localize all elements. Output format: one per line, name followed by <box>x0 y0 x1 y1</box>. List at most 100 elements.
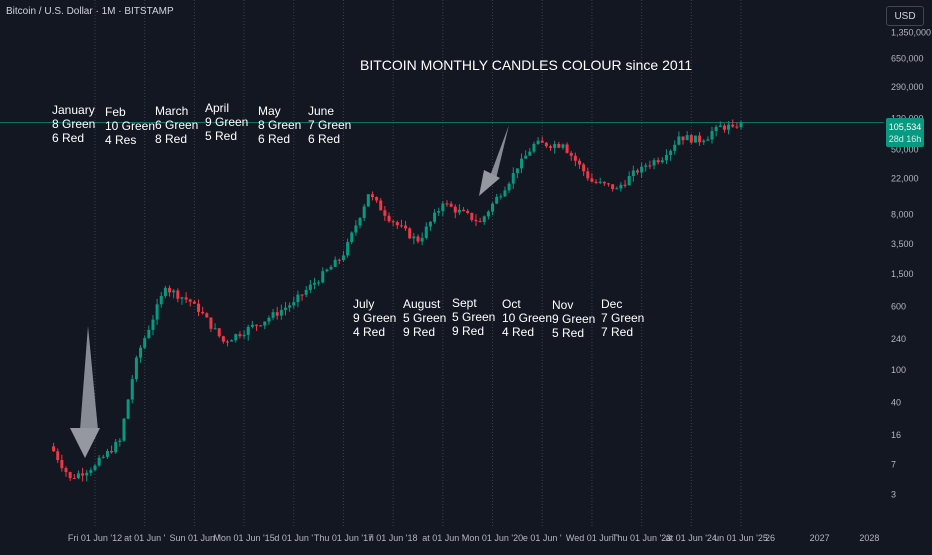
candle-body <box>433 212 437 222</box>
candle-body <box>76 473 80 479</box>
candle-body <box>606 183 610 185</box>
candle-body <box>321 271 325 283</box>
candle-body <box>370 194 374 198</box>
candle-body <box>197 303 201 312</box>
time-tick-label: Thu 01 Jun '23 <box>612 533 671 543</box>
candle-body <box>134 357 138 380</box>
time-tick-label: Fri 01 Jun '12 <box>68 533 122 543</box>
arrow-shaft-right <box>490 125 509 179</box>
candle-body <box>259 325 263 327</box>
candle-body <box>424 226 428 238</box>
candle-body <box>122 418 126 441</box>
candle-body <box>118 440 122 442</box>
candle-body <box>590 178 594 182</box>
current-price-badge: 105,534 28d 16h <box>886 118 924 147</box>
price-tick-label: 40 <box>891 398 901 408</box>
annotation-red: 4 Red <box>353 325 386 339</box>
annotation-feb: Feb 10 Green 4 Res <box>105 105 165 147</box>
candle-body <box>561 144 565 148</box>
candle-body <box>445 203 449 205</box>
candle-body <box>143 338 147 348</box>
arrow-head-left <box>70 428 100 458</box>
candle-body <box>457 209 461 213</box>
candle-body <box>234 334 238 341</box>
candle-body <box>308 284 312 290</box>
candle-body <box>656 160 660 163</box>
candle-body <box>354 225 358 233</box>
candle-body <box>201 311 205 314</box>
candle-body <box>375 197 379 201</box>
time-tick-label: 2028 <box>859 533 879 543</box>
candle-body <box>89 470 93 473</box>
candle-body <box>387 215 391 222</box>
candle-body <box>101 456 105 458</box>
current-price-label: 105,534 <box>888 122 922 132</box>
currency-button[interactable]: USD <box>886 6 924 26</box>
candle-body <box>226 341 230 343</box>
annotation-month: August <box>403 297 441 311</box>
candle-body <box>499 196 503 198</box>
annotation-april: April 9 Green 5 Red <box>205 101 265 143</box>
price-axis: 1,350,000650,000290,000120,00050,00022,0… <box>891 28 931 500</box>
grid-layer <box>94 0 742 526</box>
candle-body <box>735 126 739 128</box>
candles-layer <box>52 119 743 482</box>
arrow-head-right <box>479 170 500 196</box>
symbol-header[interactable]: Bitcoin / U.S. Dollar · 1M · BITSTAMP <box>6 6 174 17</box>
candle-body <box>296 294 300 303</box>
price-tick-label: 600 <box>891 302 906 312</box>
candle-body <box>466 211 470 213</box>
candle-body <box>114 441 118 453</box>
price-tick-label: 1,500 <box>891 269 914 279</box>
candle-body <box>602 181 606 184</box>
candle-body <box>93 465 97 471</box>
candle-body <box>428 221 432 227</box>
candle-body <box>722 125 726 130</box>
candle-body <box>168 287 172 293</box>
price-tick-label: 7 <box>891 459 896 469</box>
candle-body <box>362 206 366 219</box>
candle-body <box>275 312 279 316</box>
candle-body <box>619 184 623 189</box>
candle-body <box>126 399 130 419</box>
candle-body <box>449 203 453 207</box>
annotation-red: 5 Red <box>552 326 585 340</box>
candle-body <box>524 155 528 159</box>
candle-body <box>408 228 412 239</box>
candle-body <box>246 326 250 335</box>
annotation-green: 6 Green <box>155 118 199 132</box>
price-tick-label: 650,000 <box>891 54 924 64</box>
price-tick-label: 1,350,000 <box>891 28 931 38</box>
annotation-month: June <box>308 104 335 118</box>
candle-body <box>578 160 581 165</box>
candle-body <box>395 222 399 226</box>
candle-body <box>147 329 151 339</box>
candle-body <box>416 236 420 242</box>
annotation-month: March <box>155 104 189 118</box>
candle-body <box>503 190 507 197</box>
annotation-nov: Nov 9 Green 5 Red <box>552 298 612 340</box>
candle-body <box>188 299 192 302</box>
arrows-layer <box>70 125 509 458</box>
candle-body <box>139 347 143 358</box>
candle-body <box>495 196 499 204</box>
annotation-green: 7 Green <box>601 311 645 325</box>
annotation-green: 5 Green <box>403 311 447 325</box>
annotation-green: 7 Green <box>308 118 352 132</box>
candle-body <box>573 155 577 161</box>
candle-body <box>635 170 639 173</box>
candle-body <box>731 124 735 127</box>
candle-body <box>507 183 511 191</box>
candle-body <box>341 255 345 261</box>
annotation-green: 10 Green <box>105 119 156 133</box>
annotation-red: 9 Red <box>403 325 436 339</box>
candle-body <box>474 219 478 222</box>
candle-body <box>105 450 109 457</box>
candle-body <box>710 130 714 140</box>
candle-body <box>60 460 64 469</box>
price-tick-label: 240 <box>891 334 906 344</box>
candle-body <box>582 164 586 172</box>
annotation-green: 5 Green <box>452 310 496 324</box>
